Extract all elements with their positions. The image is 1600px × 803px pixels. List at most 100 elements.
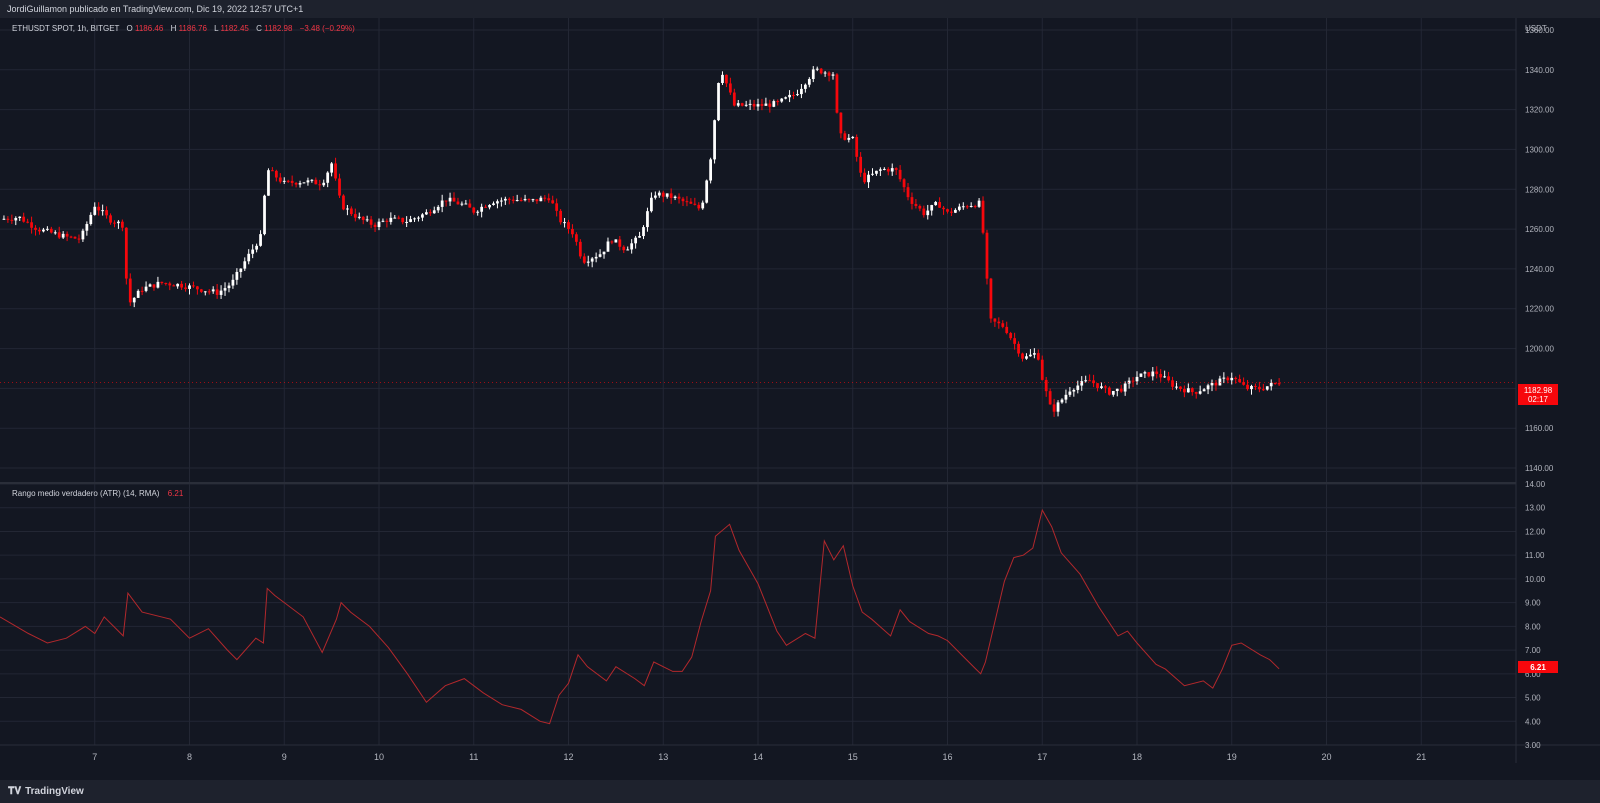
candle-up: [1029, 354, 1032, 357]
candle-up: [748, 103, 752, 105]
candle-down: [385, 220, 389, 222]
candle-up: [53, 232, 57, 234]
candle-down: [1092, 380, 1095, 384]
candle-up: [709, 159, 713, 181]
candle-up: [721, 74, 724, 83]
candle-up: [1025, 356, 1028, 359]
time-axis[interactable]: 7 8 9 10 11 12 13 14 15 16 17 18 19 20 21: [92, 752, 1426, 762]
last-price-badge: 1182.98 02:17: [1518, 384, 1558, 405]
high-label: H: [171, 24, 177, 33]
candle-up: [203, 291, 207, 293]
candle-down: [1013, 338, 1016, 344]
atr-tick-label: 10.00: [1525, 575, 1546, 584]
candle-up: [875, 170, 878, 174]
candle-up: [784, 97, 788, 99]
candle-down: [1147, 372, 1151, 377]
candle-down: [547, 198, 551, 201]
candle-up: [148, 284, 152, 287]
price-axis-unit: USDT: [1525, 24, 1547, 33]
candle-down: [922, 208, 926, 216]
price-tick-label: 1300.00: [1525, 145, 1554, 154]
candle-up: [1127, 380, 1131, 384]
candle-down: [121, 221, 124, 228]
candle-down: [507, 198, 511, 200]
atr-tick-label: 11.00: [1525, 551, 1545, 560]
candle-down: [1254, 385, 1257, 387]
candle-down: [472, 207, 476, 213]
price-tick-label: 1260.00: [1525, 225, 1554, 234]
candle-up: [448, 197, 452, 202]
candle-down: [1234, 377, 1238, 379]
candle-down: [902, 179, 906, 188]
candle-down: [693, 203, 697, 205]
atr-axis[interactable]: 14.00 13.00 12.00 11.00 10.00 9.00 8.00 7.00 6.0…: [1525, 480, 1546, 750]
candle-up: [45, 228, 49, 230]
price-tick-label: 1160.00: [1525, 424, 1554, 433]
candle-up: [460, 203, 464, 205]
candle-down: [318, 184, 322, 186]
candle-down: [697, 204, 701, 209]
candle-up: [586, 261, 590, 263]
candle-up: [634, 237, 637, 244]
candle-up: [101, 210, 105, 212]
candle-up: [796, 94, 799, 96]
candle-down: [128, 278, 132, 303]
candle-up: [61, 233, 65, 238]
low-value: 1182.45: [221, 24, 250, 33]
candle-up: [188, 285, 191, 289]
time-tick-label: 21: [1416, 752, 1426, 762]
candle-down: [776, 101, 780, 103]
chart-background: [0, 18, 1600, 780]
candle-up: [1202, 389, 1206, 392]
candle-down: [1088, 380, 1092, 382]
candle-up: [247, 253, 251, 262]
candle-up: [1269, 382, 1273, 387]
candle-down: [985, 232, 989, 279]
atr-tick-label: 13.00: [1525, 504, 1546, 513]
atr-tick-label: 9.00: [1525, 599, 1541, 608]
candle-down: [906, 187, 910, 198]
candle-up: [480, 206, 484, 212]
candle-down: [819, 68, 823, 74]
candle-down: [981, 200, 985, 233]
candle-up: [1068, 391, 1072, 395]
candle-up: [476, 211, 480, 213]
candle-down: [1179, 386, 1182, 389]
candle-down: [10, 219, 14, 221]
candle-down: [543, 197, 547, 199]
candle-up: [239, 268, 243, 272]
candle-up: [871, 173, 874, 175]
candle-down: [863, 172, 866, 183]
candle-down: [1258, 386, 1261, 390]
candle-down: [278, 177, 282, 182]
atr-tick-label: 8.00: [1525, 622, 1541, 631]
candle-down: [898, 169, 902, 180]
time-tick-label: 8: [187, 752, 192, 762]
candle-up: [811, 69, 815, 80]
candle-up: [515, 200, 519, 202]
candle-down: [610, 241, 614, 243]
candle-down: [792, 94, 795, 96]
candle-up: [823, 72, 827, 74]
atr-legend: Rango medio verdadero (ATR) (14, RMA) 6.…: [12, 489, 184, 498]
candle-up: [1084, 380, 1088, 382]
candle-down: [452, 197, 456, 202]
candle-down: [918, 205, 922, 209]
atr-value-badge: 6.21: [1518, 661, 1558, 673]
candle-up: [701, 202, 705, 209]
candle-down: [886, 168, 890, 172]
candle-down: [622, 246, 626, 251]
candle-down: [334, 163, 337, 179]
candle-down: [6, 218, 10, 220]
candle-down: [274, 170, 278, 178]
candle-up: [243, 261, 247, 269]
candle-down: [578, 241, 582, 257]
price-tick-label: 1200.00: [1525, 345, 1554, 354]
candle-up: [503, 198, 507, 201]
time-tick-label: 13: [658, 752, 668, 762]
candle-down: [369, 219, 373, 225]
price-chart[interactable]: 1360.00 1340.00 1320.00 1300.00 1280.00 1260.…: [0, 18, 1600, 780]
candle-up: [219, 290, 223, 295]
candle-up: [365, 219, 369, 221]
time-tick-label: 17: [1037, 752, 1047, 762]
